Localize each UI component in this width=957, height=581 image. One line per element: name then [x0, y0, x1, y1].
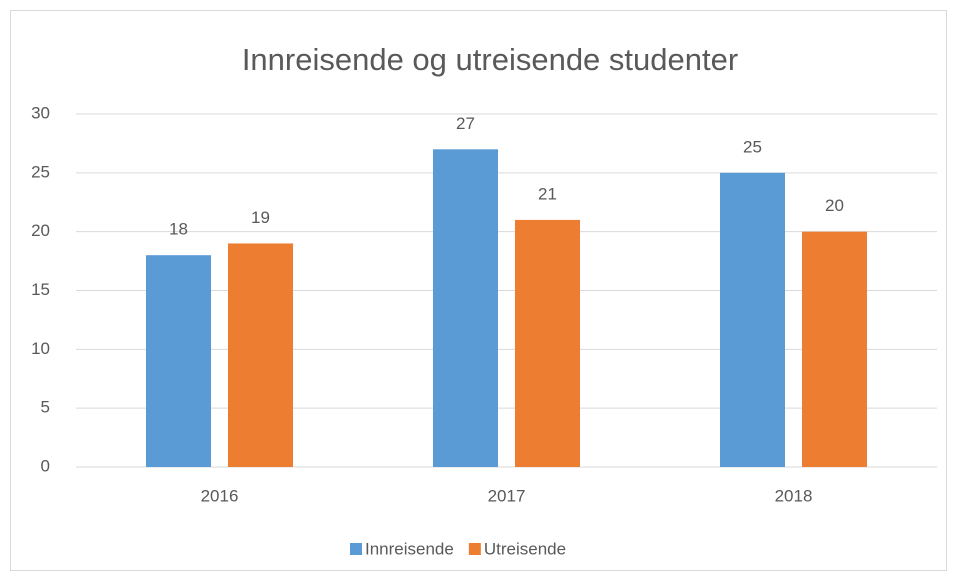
data-label: 18: [169, 220, 188, 239]
x-tick-label: 2016: [201, 486, 239, 505]
y-tick-label: 0: [41, 456, 50, 475]
bar: [720, 172, 785, 468]
data-label: 25: [743, 137, 762, 156]
y-tick-label: 15: [31, 280, 50, 299]
bar: [146, 255, 211, 467]
data-label: 19: [251, 208, 270, 227]
chart-title: Innreisende og utreisende studenter: [242, 42, 738, 77]
data-label: 27: [456, 114, 475, 133]
legend-swatch: [350, 543, 362, 555]
y-tick-label: 30: [31, 103, 50, 122]
x-tick-label: 2018: [775, 486, 813, 505]
bar: [515, 219, 580, 467]
legend-label: Utreisende: [484, 539, 566, 558]
bar: [433, 149, 498, 468]
y-tick-label: 20: [31, 221, 50, 240]
y-tick-label: 10: [31, 339, 50, 358]
bar: [228, 243, 293, 467]
legend-swatch: [468, 543, 481, 555]
bar: [802, 231, 867, 467]
data-label: 20: [825, 196, 844, 215]
y-tick-label: 5: [41, 398, 50, 417]
x-tick-label: 2017: [488, 486, 526, 505]
legend-label: Innreisende: [365, 539, 454, 558]
y-tick-label: 25: [31, 162, 50, 181]
data-label: 21: [538, 184, 557, 203]
